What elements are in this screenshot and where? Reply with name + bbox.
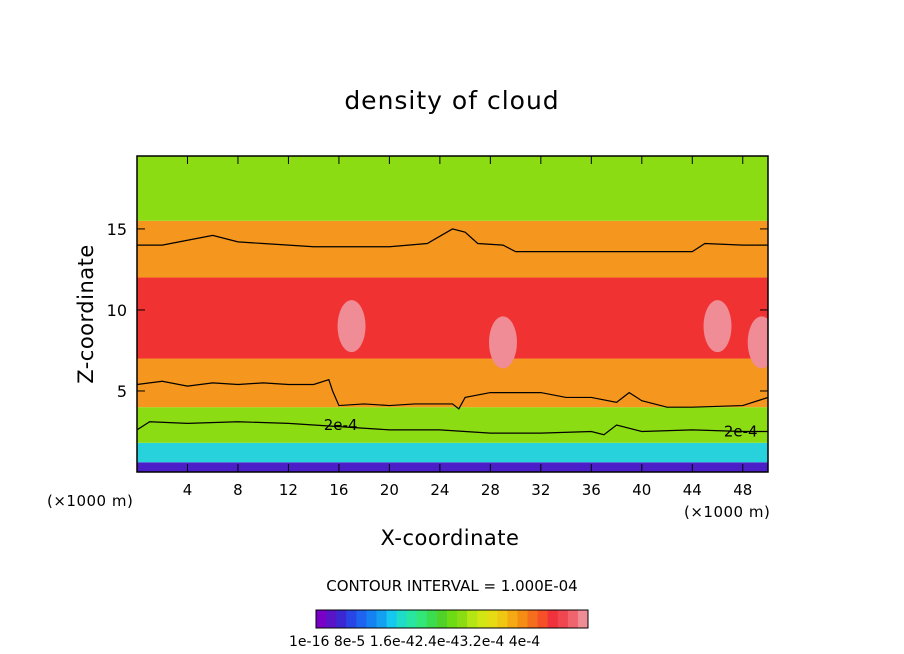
density-bands [137,156,768,472]
colorbar-swatch [567,610,579,628]
colorbar-swatch [356,610,367,628]
x-tick-label: 28 [481,481,500,499]
y-tick-label: 5 [117,382,127,401]
density-band [137,442,768,463]
density-band [137,156,768,221]
colorbar-swatch [366,610,377,628]
x-tick-label: 16 [329,481,348,499]
x-unit-label: (×1000 m) [684,503,771,521]
colorbar-swatch [507,610,518,628]
density-band [137,462,768,472]
density-band [137,220,768,278]
x-tick-label: 44 [683,481,702,499]
density-maximum [488,316,517,369]
colorbar-swatch [376,610,388,628]
colorbar-swatch [446,610,458,628]
contour-label: 2e-4 [324,416,358,434]
colorbar-swatch [336,610,347,628]
density-maximum [747,316,768,369]
colorbar-swatch [416,610,428,628]
z-unit-label: (×1000 m) [47,492,134,510]
colorbar-frame [315,609,589,629]
colorbar-swatch [557,610,569,628]
y-tick-label: 10 [107,301,127,320]
chart-title: density of cloud [344,86,560,115]
density-maximum [703,300,732,353]
colorbar-swatch [517,610,529,628]
x-tick-label: 4 [183,481,193,499]
x-axis-label: X-coordinate [380,526,520,550]
colorbar-swatch [547,610,559,628]
colorbar-swatch [497,610,508,628]
x-tick-label: 48 [733,481,752,499]
colorbar-swatch [316,610,327,628]
colorbar-swatch [436,610,448,628]
x-tick-label: 40 [632,481,651,499]
density-band [137,358,768,408]
density-band [137,407,768,443]
colorbar-swatch [406,610,418,628]
colorbar-swatch [396,610,408,628]
contour-label: 2e-4 [724,422,758,440]
colorbar-swatch [326,610,337,628]
colorbar-swatch [467,610,478,628]
plot-frame [136,155,769,473]
colorbar-swatch [487,610,498,628]
colorbar-swatch [537,610,549,628]
colorbar-swatch [426,610,438,628]
colorbar [315,609,589,629]
colorbar-swatch [386,610,398,628]
colorbar-swatch [477,610,488,628]
y-tick-label: 15 [107,220,127,239]
colorbar-swatch [527,610,539,628]
contour-line [137,228,768,253]
density-maximum [337,300,366,353]
x-tick-label: 36 [582,481,601,499]
colorbar-swatch [457,610,468,628]
colorbar-swatch [577,610,589,628]
colorbar-tick-labels: 1e-16 8e-5 1.6e-42.4e-43.2e-4 4e-4 [289,634,541,650]
x-tick-label: 20 [380,481,399,499]
contour-line [137,421,768,436]
density-maxima [337,300,768,369]
colorbar-swatch [346,610,357,628]
x-tick-label: 32 [531,481,550,499]
x-tick-label: 24 [430,481,449,499]
contour-interval-text: CONTOUR INTERVAL = 1.000E-04 [326,577,578,595]
x-tick-label: 8 [233,481,243,499]
contour-line [137,378,768,410]
contour-lines: 2e-4 2e-4 [137,228,768,440]
density-band [137,277,768,359]
y-axis-label: Z-coordinate [74,244,98,384]
x-tick-label: 12 [279,481,298,499]
